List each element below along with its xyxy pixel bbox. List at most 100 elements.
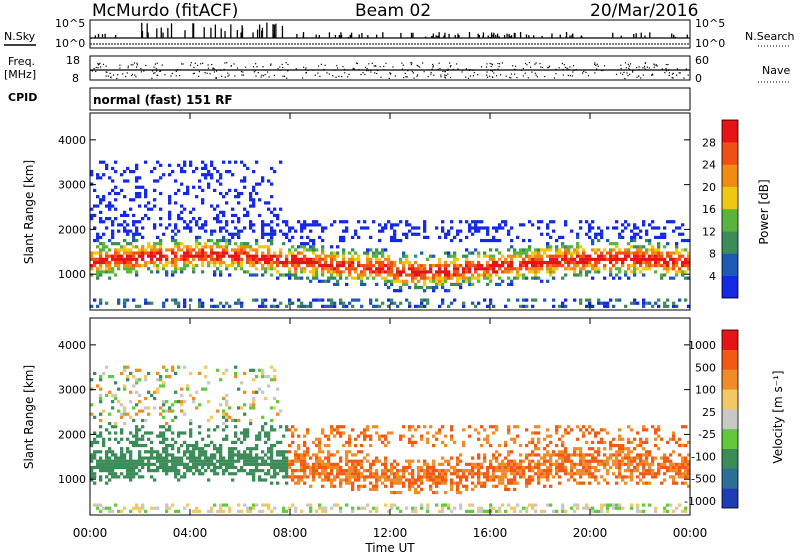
heatmap-cell [114,431,118,435]
freq-dot [130,64,132,66]
heatmap-cell [387,509,391,513]
heatmap-cell [336,270,340,274]
heatmap-cell [252,298,256,302]
freq-dot [230,65,232,67]
heatmap-cell [117,267,121,271]
heatmap-cell [144,160,148,164]
heatmap-cell [366,254,370,258]
heatmap-cell [453,251,457,255]
heatmap-cell [456,282,460,287]
heatmap-cell [414,487,418,492]
heatmap-cell [339,469,343,473]
heatmap-cell [231,173,235,177]
heatmap-cell [135,506,139,510]
heatmap-cell [198,226,202,230]
heatmap-cell [438,270,442,274]
heatmap-cell [567,260,571,265]
freq-dot [277,68,279,70]
heatmap-cell [171,465,175,470]
heatmap-cell [549,484,553,488]
heatmap-cell [123,195,127,199]
heatmap-cell [168,195,172,199]
heatmap-cell [201,465,205,470]
heatmap-cell [135,195,139,199]
heatmap-cell [345,481,349,485]
heatmap-cell [261,229,265,233]
heatmap-cell [432,264,436,268]
heatmap-cell [360,273,364,277]
heatmap-cell [678,475,682,479]
heatmap-cell [144,204,148,208]
heatmap-cell [609,453,613,457]
heatmap-cell [234,257,238,261]
heatmap-cell [363,251,367,255]
heatmap-cell [255,434,259,438]
heatmap-cell [126,447,130,451]
heatmap-cell [105,393,109,397]
heatmap-cell [324,443,328,448]
heatmap-cell [678,232,682,236]
heatmap-cell [375,481,379,485]
heatmap-cell [288,248,292,252]
heatmap-cell [321,264,325,268]
heatmap-cell [327,478,331,482]
heatmap-cell [621,251,625,255]
heatmap-cell [396,469,400,473]
heatmap-cell [636,226,640,230]
heatmap-cell [618,232,622,236]
heatmap-cell [501,465,505,470]
heatmap-cell [123,238,127,243]
heatmap-cell [510,450,514,454]
heatmap-cell [606,469,610,473]
heatmap-cell [534,453,538,457]
heatmap-cell [669,465,673,470]
heatmap-cell [426,469,430,473]
heatmap-cell [432,472,436,476]
heatmap-cell [195,506,199,510]
heatmap-cell [402,465,406,470]
heatmap-cell [654,437,658,441]
heatmap-cell [549,220,553,224]
heatmap-cell [330,472,334,476]
heatmap-cell [618,503,622,507]
freq-dot [585,71,587,74]
heatmap-cell [411,472,415,476]
heatmap-cell [651,459,655,463]
heatmap-cell [360,279,364,283]
heatmap-cell [417,273,421,277]
heatmap-cell [495,459,499,463]
heatmap-cell [243,503,247,507]
heatmap-cell [153,396,157,401]
heatmap-cell [108,204,112,208]
heatmap-cell [165,400,169,404]
heatmap-cell [147,251,151,255]
heatmap-cell [381,251,385,255]
heatmap-cell [549,235,553,240]
heatmap-cell [165,257,169,261]
heatmap-cell [339,431,343,435]
heatmap-cell [264,453,268,457]
heatmap-cell [150,251,154,255]
heatmap-cell [579,273,583,277]
heatmap-cell [642,254,646,258]
heatmap-cell [291,301,295,305]
heatmap-cell [567,267,571,271]
heatmap-cell [378,304,382,308]
heatmap-cell [186,188,190,192]
heatmap-cell [315,509,319,513]
heatmap-cell [315,254,319,258]
heatmap-cell [441,462,445,466]
heatmap-cell [498,453,502,457]
heatmap-cell [417,226,421,230]
heatmap-cell [300,223,304,227]
freq-dot [207,64,209,66]
heatmap-cell [315,220,319,224]
heatmap-cell [423,226,427,230]
freq-dot [562,74,564,76]
heatmap-cell [555,425,559,429]
heatmap-cell [513,459,517,463]
heatmap-cell [516,469,520,473]
freq-dot [445,74,447,77]
heatmap-cell [489,254,493,258]
heatmap-cell [150,453,154,457]
